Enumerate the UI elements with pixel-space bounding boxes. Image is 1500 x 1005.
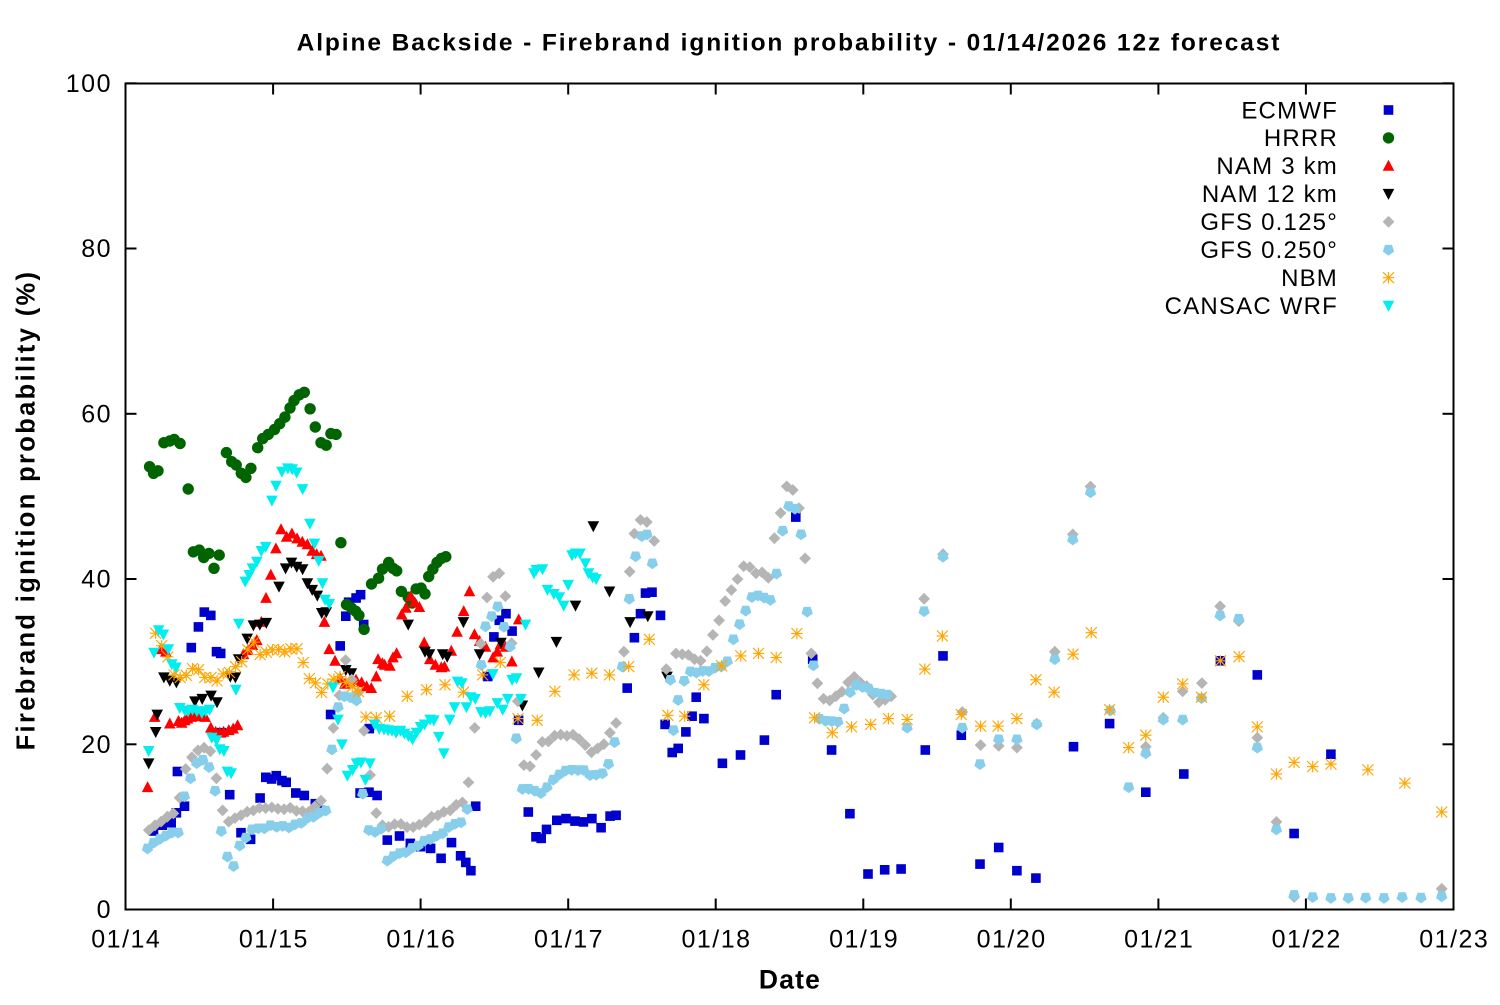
svg-text:0: 0 — [97, 896, 112, 924]
svg-text:01/18: 01/18 — [681, 926, 751, 954]
svg-text:100: 100 — [66, 70, 112, 98]
svg-text:01/21: 01/21 — [1124, 926, 1194, 954]
svg-text:01/16: 01/16 — [386, 926, 456, 954]
svg-text:01/23: 01/23 — [1419, 926, 1489, 954]
svg-text:60: 60 — [81, 401, 112, 429]
svg-text:01/20: 01/20 — [977, 926, 1047, 954]
svg-text:NAM 12 km: NAM 12 km — [1202, 181, 1338, 208]
svg-text:01/22: 01/22 — [1272, 926, 1342, 954]
svg-text:Alpine Backside - Firebrand ig: Alpine Backside - Firebrand ignition pro… — [297, 30, 1282, 57]
svg-text:01/14: 01/14 — [91, 926, 161, 954]
svg-text:NBM: NBM — [1281, 265, 1338, 292]
svg-text:20: 20 — [81, 731, 112, 759]
svg-text:GFS 0.250°: GFS 0.250° — [1200, 237, 1338, 264]
svg-text:01/19: 01/19 — [829, 926, 899, 954]
svg-text:ECMWF: ECMWF — [1241, 97, 1338, 124]
svg-text:01/17: 01/17 — [534, 926, 604, 954]
svg-text:01/15: 01/15 — [239, 926, 309, 954]
svg-text:40: 40 — [81, 566, 112, 594]
svg-text:Date: Date — [759, 965, 821, 995]
svg-text:80: 80 — [81, 235, 112, 263]
svg-text:GFS 0.125°: GFS 0.125° — [1200, 209, 1338, 236]
svg-text:NAM 3 km: NAM 3 km — [1216, 153, 1338, 180]
svg-text:Firebrand ignition probability: Firebrand ignition probability (%) — [13, 270, 41, 751]
svg-text:HRRR: HRRR — [1264, 125, 1338, 152]
svg-text:CANSAC WRF: CANSAC WRF — [1165, 293, 1338, 320]
